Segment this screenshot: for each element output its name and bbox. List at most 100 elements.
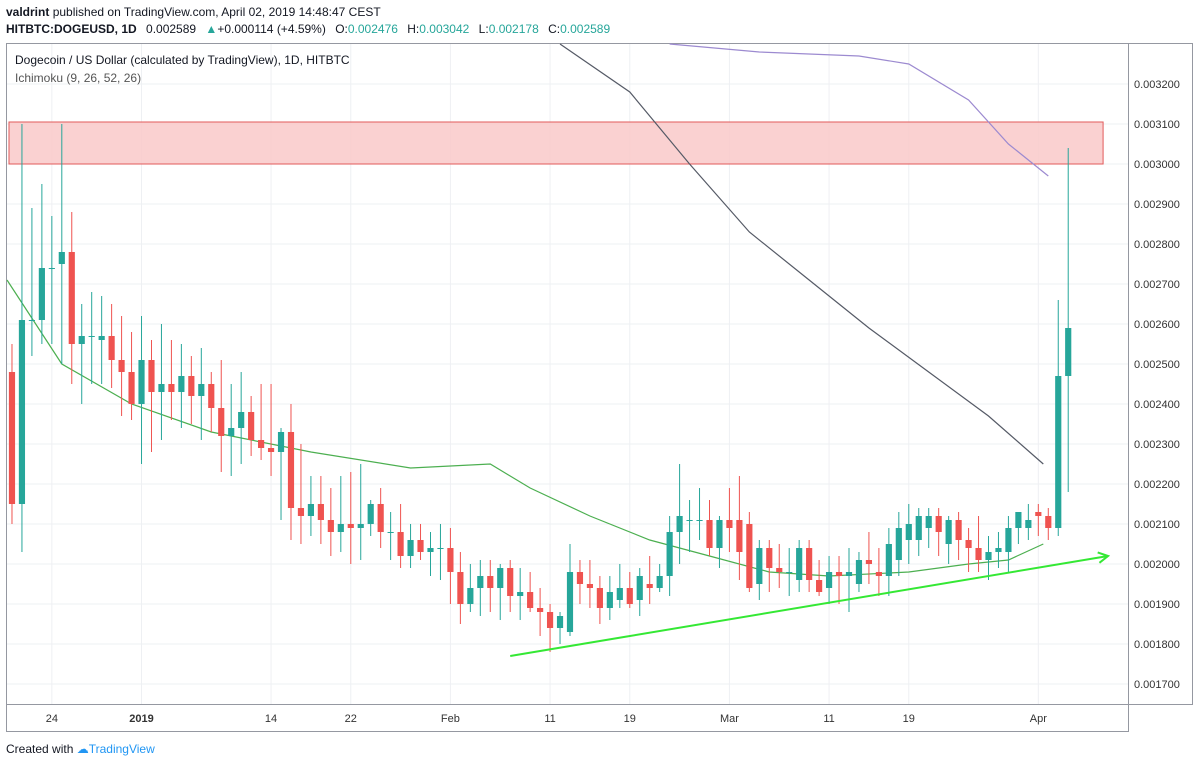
price-tick-label: 0.003100	[1134, 119, 1180, 131]
candle-body	[706, 520, 713, 548]
candle-body	[28, 320, 36, 321]
candle-body	[965, 540, 972, 548]
candle-body	[1035, 512, 1042, 516]
up-arrow-icon: ▲	[205, 22, 218, 36]
candle-body	[148, 360, 155, 392]
candle-body	[68, 252, 75, 344]
candle-body	[616, 588, 623, 600]
price-tick-label: 0.002900	[1134, 199, 1180, 211]
time-axis-labels: 24 2019 14 22 Feb 11 19 Mar 11 19 Apr	[46, 713, 1047, 725]
candle-body	[1015, 512, 1022, 528]
candle-body	[118, 360, 125, 372]
candle-body	[596, 588, 603, 608]
time-tick-label: 24	[46, 713, 58, 725]
ohlc-bar: HITBTC:DOGEUSD, 1D 0.002589 ▲+0.000114 (…	[6, 22, 610, 36]
candle-body	[995, 548, 1002, 552]
candle-body	[666, 532, 673, 576]
candle-body	[367, 504, 374, 524]
candle-body	[955, 520, 962, 540]
candle-body	[8, 372, 16, 504]
candle-body	[716, 520, 723, 548]
price-tick-label: 0.002100	[1134, 519, 1180, 531]
candle-body	[417, 540, 424, 552]
price-tick-label: 0.002800	[1134, 239, 1180, 251]
candle-body	[297, 508, 305, 516]
open-label: O:	[335, 22, 348, 36]
candle-body	[825, 572, 833, 588]
candle-body	[985, 552, 992, 560]
price-change: +0.000114 (+4.59%)	[217, 22, 326, 36]
price-tick-label: 0.001900	[1134, 599, 1180, 611]
candle-body	[696, 520, 703, 521]
candle-body	[975, 548, 982, 560]
time-tick-label: 11	[544, 713, 555, 725]
candle-body	[377, 504, 384, 532]
candle-body	[48, 268, 55, 269]
candle-body	[407, 540, 414, 556]
candle-body	[238, 412, 245, 428]
candle-body	[756, 548, 763, 584]
candle-body	[845, 572, 853, 576]
footer: Created with ☁TradingView	[6, 742, 155, 756]
price-tick-label: 0.003200	[1134, 79, 1180, 91]
close-value: 0.002589	[560, 22, 611, 36]
candle-body	[218, 408, 225, 436]
candle-body	[1045, 516, 1052, 528]
price-tick-label: 0.002600	[1134, 319, 1180, 331]
time-tick-label: Feb	[441, 713, 460, 725]
time-tick-label: 19	[624, 713, 636, 725]
candle-body	[487, 576, 494, 588]
time-tick-label: 19	[903, 713, 915, 725]
candle-body	[168, 384, 175, 392]
author-name[interactable]: valdrint	[6, 5, 50, 19]
price-axis-frame	[1128, 43, 1193, 705]
candle-body	[656, 576, 663, 588]
candle-body	[786, 572, 793, 573]
candle-body	[816, 580, 823, 592]
candle-body	[457, 572, 464, 604]
candle-body	[606, 592, 613, 608]
candle-body	[158, 384, 165, 392]
candle-body	[686, 520, 693, 521]
close-label: C:	[548, 22, 561, 36]
candle-body	[646, 584, 653, 588]
trendline-arrow-icon	[1097, 551, 1111, 564]
trendline-line	[510, 555, 1109, 657]
candle-body	[586, 584, 594, 588]
candle-body	[935, 516, 942, 532]
published-text: published on TradingView.com, April 02, …	[52, 5, 381, 19]
high-value: 0.003042	[419, 22, 470, 36]
candle-body	[88, 336, 95, 337]
candle-body	[188, 376, 195, 396]
candle-body	[626, 588, 633, 604]
candle-body	[796, 548, 803, 580]
tradingview-brand[interactable]: TradingView	[88, 742, 155, 756]
indicator-legend: Ichimoku (9, 26, 52, 26)	[15, 71, 141, 85]
tradingview-cloud-icon: ☁	[76, 742, 89, 756]
candle-body	[726, 520, 733, 528]
price-tick-label: 0.002400	[1134, 399, 1180, 411]
candle-body	[78, 336, 85, 344]
candle-body	[835, 572, 843, 576]
candle-body	[676, 516, 683, 532]
candle-body	[905, 524, 912, 540]
moving-averages	[6, 43, 1049, 577]
candle-body	[387, 532, 394, 533]
candle-body	[865, 560, 873, 564]
candle-body	[18, 320, 26, 504]
price-tick-label: 0.001700	[1134, 679, 1180, 691]
candle-body	[746, 524, 753, 588]
trendline[interactable]	[510, 551, 1111, 657]
candles	[8, 124, 1072, 652]
time-axis-frame	[6, 704, 1129, 732]
candle-body	[776, 568, 783, 572]
publish-info: valdrint published on TradingView.com, A…	[6, 5, 381, 19]
price-tick-label: 0.002200	[1134, 479, 1180, 491]
chart-legend-title: Dogecoin / US Dollar (calculated by Trad…	[15, 53, 350, 67]
candle-body	[566, 572, 574, 632]
high-label: H:	[407, 22, 420, 36]
resistance-zone[interactable]	[8, 121, 1104, 165]
candle-body	[875, 572, 882, 576]
candle-body	[98, 336, 105, 340]
